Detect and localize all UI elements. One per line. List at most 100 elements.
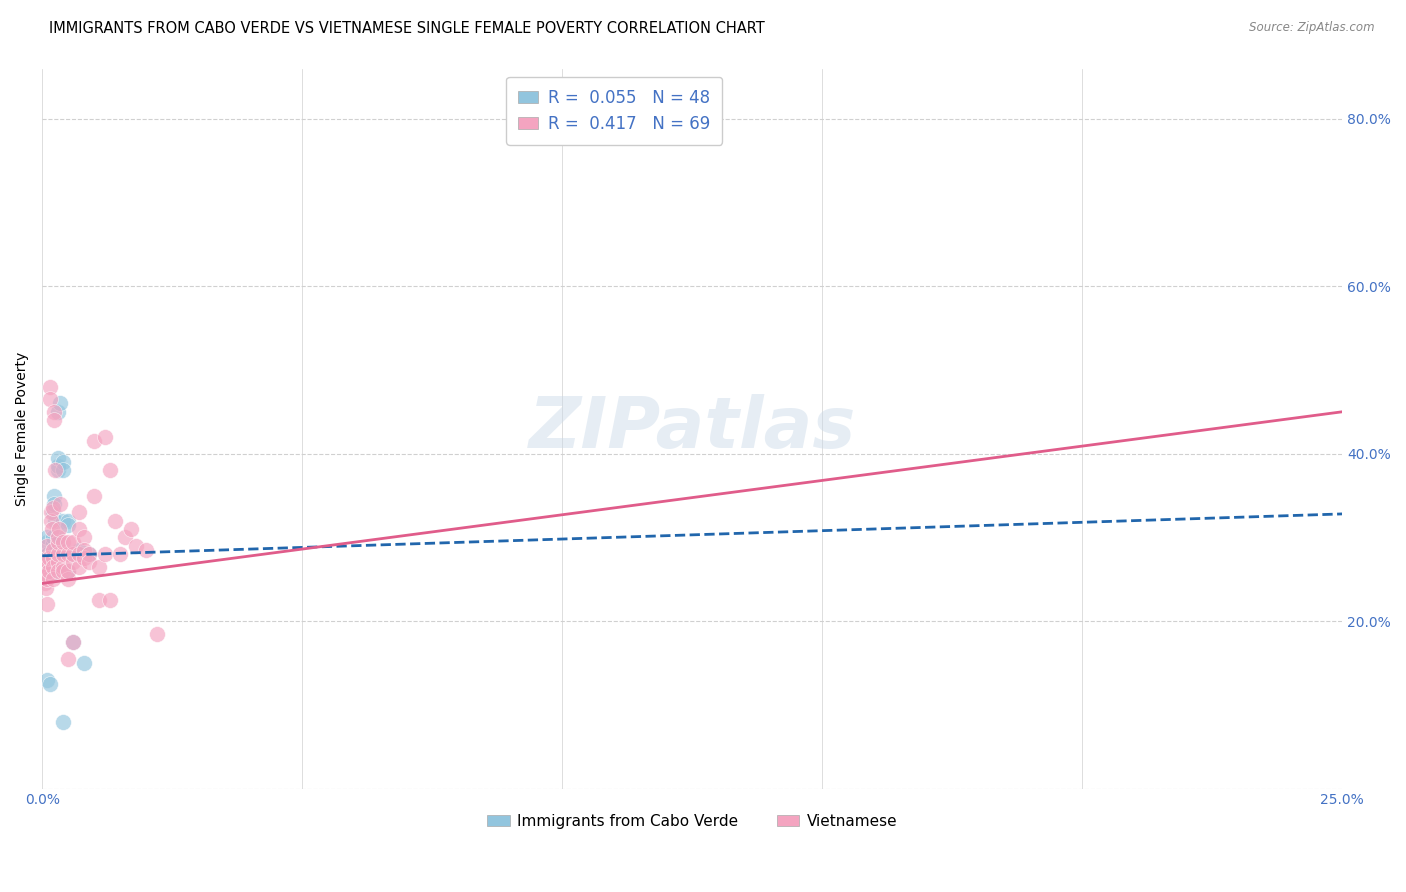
Point xyxy=(37,556,59,570)
Point xyxy=(62,547,84,561)
Point xyxy=(89,559,111,574)
Point xyxy=(62,534,84,549)
Point xyxy=(37,568,59,582)
Point xyxy=(41,547,63,561)
Point xyxy=(37,556,59,570)
Point xyxy=(93,430,115,444)
Point xyxy=(41,556,63,570)
Point xyxy=(83,434,105,448)
Point xyxy=(37,559,59,574)
Point xyxy=(135,543,157,558)
Point xyxy=(52,564,75,578)
Legend: Immigrants from Cabo Verde, Vietnamese: Immigrants from Cabo Verde, Vietnamese xyxy=(481,807,904,835)
Point xyxy=(67,547,90,561)
Point xyxy=(34,576,56,591)
Point xyxy=(44,463,66,477)
Point xyxy=(39,547,62,561)
Point xyxy=(38,559,60,574)
Point xyxy=(58,652,80,666)
Point xyxy=(41,551,63,566)
Point xyxy=(52,514,75,528)
Point xyxy=(58,514,80,528)
Point xyxy=(37,539,59,553)
Point xyxy=(39,379,62,393)
Point xyxy=(114,530,136,544)
Point xyxy=(46,564,69,578)
Point xyxy=(58,517,80,532)
Point xyxy=(49,396,72,410)
Point xyxy=(41,505,63,519)
Point xyxy=(62,635,84,649)
Point xyxy=(49,497,72,511)
Point xyxy=(41,559,63,574)
Point xyxy=(73,656,96,670)
Point xyxy=(35,581,58,595)
Point xyxy=(46,450,69,465)
Point xyxy=(77,547,100,561)
Point xyxy=(73,530,96,544)
Point xyxy=(35,547,58,561)
Point xyxy=(39,677,62,691)
Point xyxy=(41,522,63,536)
Point xyxy=(77,547,100,561)
Point xyxy=(73,543,96,558)
Point xyxy=(104,514,127,528)
Point xyxy=(77,556,100,570)
Point xyxy=(37,551,59,566)
Point xyxy=(37,559,59,574)
Point xyxy=(120,522,142,536)
Point xyxy=(44,497,66,511)
Point xyxy=(52,547,75,561)
Point xyxy=(37,547,59,561)
Point xyxy=(52,714,75,729)
Point xyxy=(52,534,75,549)
Point xyxy=(39,514,62,528)
Point xyxy=(93,547,115,561)
Point xyxy=(52,455,75,469)
Point xyxy=(145,626,167,640)
Point xyxy=(41,572,63,586)
Point xyxy=(38,551,60,566)
Point xyxy=(46,405,69,419)
Point xyxy=(39,392,62,407)
Text: Source: ZipAtlas.com: Source: ZipAtlas.com xyxy=(1250,21,1375,34)
Point xyxy=(37,530,59,544)
Point xyxy=(89,593,111,607)
Point xyxy=(41,501,63,516)
Point xyxy=(48,522,70,536)
Point xyxy=(58,564,80,578)
Point xyxy=(41,559,63,574)
Point xyxy=(42,488,65,502)
Y-axis label: Single Female Poverty: Single Female Poverty xyxy=(15,351,30,506)
Point xyxy=(41,530,63,544)
Point xyxy=(37,547,59,561)
Point xyxy=(58,547,80,561)
Point xyxy=(46,463,69,477)
Point xyxy=(67,547,90,561)
Point xyxy=(37,572,59,586)
Point xyxy=(46,530,69,544)
Point xyxy=(41,551,63,566)
Point xyxy=(58,564,80,578)
Point xyxy=(46,534,69,549)
Point xyxy=(62,635,84,649)
Point xyxy=(35,598,58,612)
Point xyxy=(38,564,60,578)
Point xyxy=(108,547,131,561)
Point xyxy=(35,559,58,574)
Point xyxy=(39,505,62,519)
Point xyxy=(46,547,69,561)
Point xyxy=(67,543,90,558)
Point xyxy=(62,556,84,570)
Point xyxy=(44,514,66,528)
Point xyxy=(62,547,84,561)
Point xyxy=(52,463,75,477)
Text: ZIPatlas: ZIPatlas xyxy=(529,394,856,463)
Point xyxy=(125,539,148,553)
Point xyxy=(58,572,80,586)
Point xyxy=(46,459,69,474)
Point xyxy=(41,556,63,570)
Point xyxy=(67,522,90,536)
Point xyxy=(39,559,62,574)
Point xyxy=(44,413,66,427)
